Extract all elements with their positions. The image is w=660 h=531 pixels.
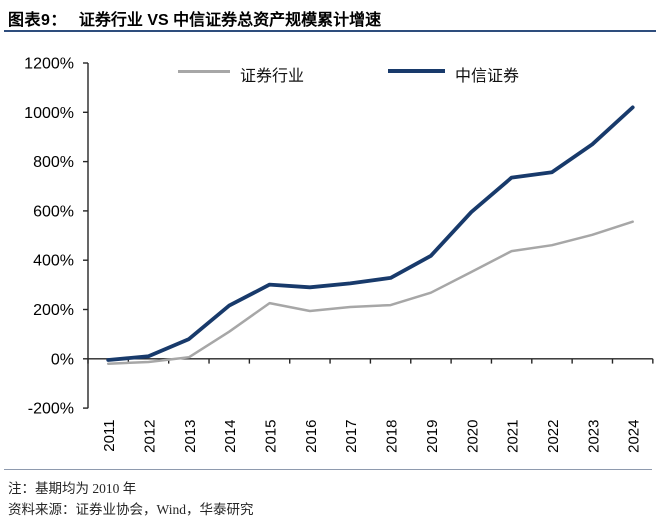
y-tick-label: 600%	[33, 203, 74, 220]
x-year-label: 2024	[626, 420, 643, 453]
x-year-label: 2014	[222, 420, 239, 453]
chart-title: 证券行业 VS 中信证券总资产规模累计增速	[78, 12, 382, 29]
chart-title-row: 图表9： 证券行业 VS 中信证券总资产规模累计增速	[8, 6, 656, 30]
x-year-label: 2022	[545, 420, 562, 453]
data-source-note: 资料来源：证券业协会，Wind，华泰研究	[8, 502, 254, 517]
x-year-label: 2015	[263, 420, 280, 453]
series-line-1	[106, 105, 635, 362]
y-tick-label: 400%	[33, 253, 74, 270]
x-year-label: 2012	[142, 420, 159, 453]
x-year-label: 2021	[505, 420, 522, 453]
y-tick-label: 1000%	[24, 105, 74, 122]
x-year-label: 2013	[182, 420, 199, 453]
x-year-label: 2011	[101, 420, 118, 452]
x-year-label: 2018	[384, 420, 401, 453]
y-tick-label: 200%	[33, 302, 74, 319]
x-year-label: 2017	[343, 420, 360, 453]
x-year-label: 2016	[303, 420, 320, 453]
figure-number-label: 图表9：	[8, 12, 67, 29]
legend-line-industry	[178, 70, 230, 73]
legend-line-citic	[388, 69, 445, 73]
base-period-note: 注：基期均为 2010 年	[8, 481, 137, 496]
x-year-label: 2023	[585, 420, 602, 453]
y-tick-label: 0%	[51, 351, 74, 368]
legend-label-citic: 中信证券	[455, 68, 520, 85]
legend-label-industry: 证券行业	[240, 68, 305, 85]
y-tick-label: 800%	[33, 154, 74, 171]
y-tick-label: -200%	[28, 401, 74, 418]
title-underline	[4, 30, 656, 32]
y-tick-label: 1200%	[24, 56, 74, 73]
x-year-label: 2019	[424, 420, 441, 453]
footer-divider	[4, 469, 652, 470]
series-line-0	[106, 220, 634, 365]
x-year-label: 2020	[464, 420, 481, 453]
